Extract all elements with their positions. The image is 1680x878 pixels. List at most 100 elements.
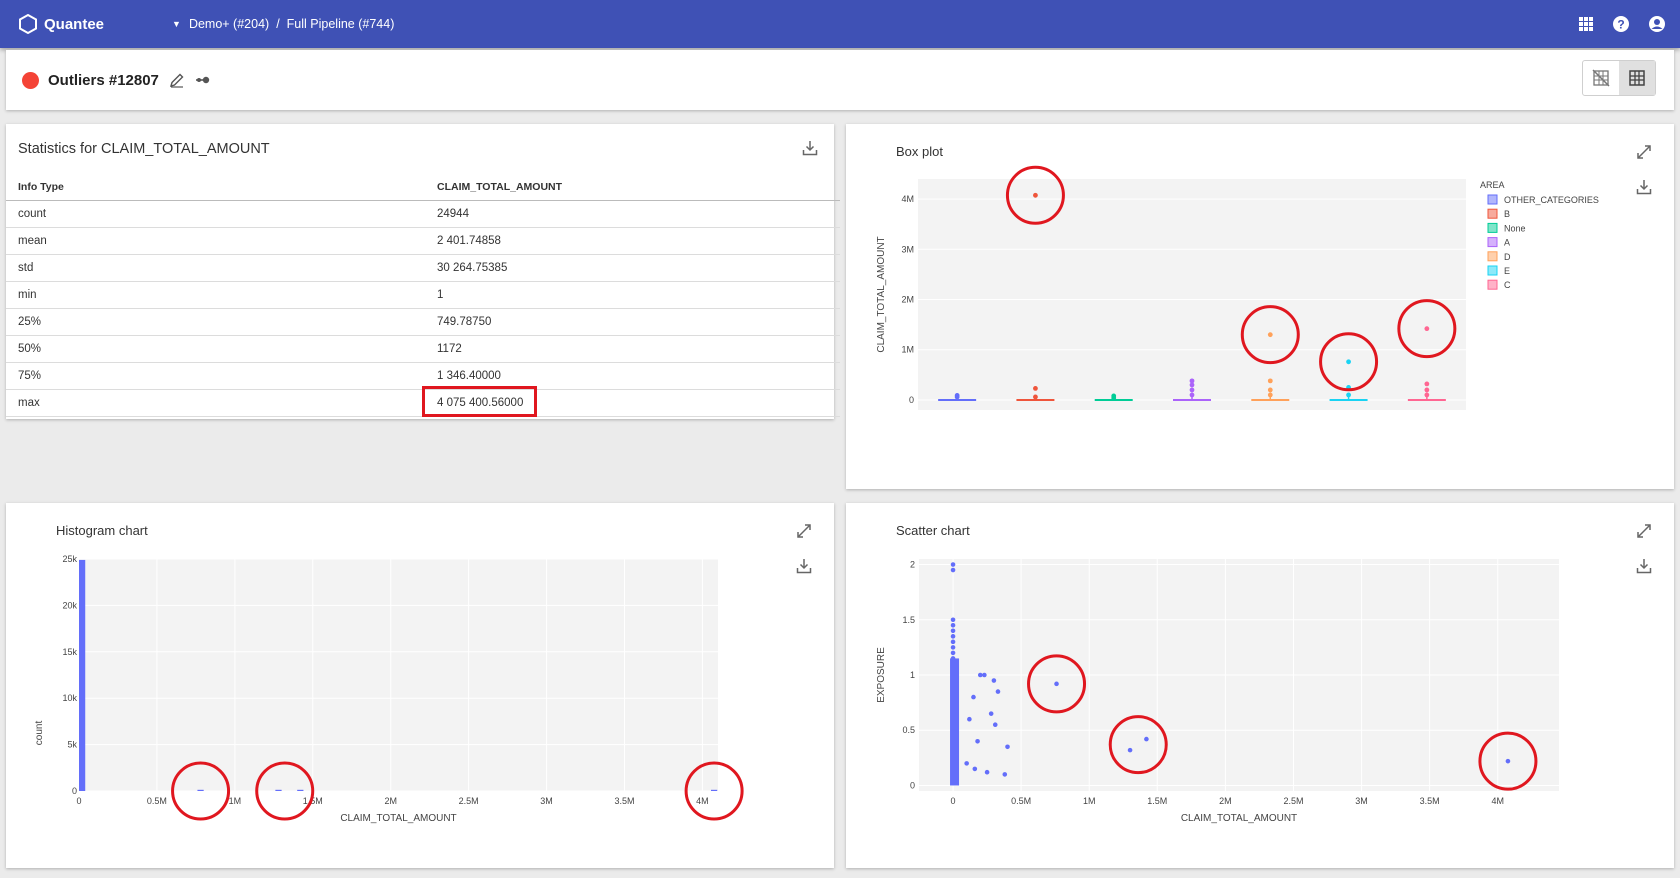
view-toggle: [1582, 60, 1656, 96]
breadcrumb-separator: /: [276, 17, 280, 31]
statistics-card: Statistics for CLAIM_TOTAL_AMOUNT Info T…: [6, 124, 840, 419]
outlier-point: [1346, 359, 1351, 365]
y-tick-label: 1: [910, 670, 915, 680]
scatter-point: [950, 634, 956, 639]
x-axis-label: CLAIM_TOTAL_AMOUNT: [1181, 813, 1297, 824]
box-plot-card: Box plot 0 1M 2M 3M 4M CLAIM_TOTAL_AMOUNT AREA O…: [846, 124, 1674, 489]
outlier-point: [1424, 387, 1430, 393]
outlier-point: [1346, 392, 1351, 398]
x-tick-label: 2M: [384, 796, 397, 806]
highlight-circle: [1397, 299, 1457, 359]
row-label: min: [6, 281, 425, 309]
chart-title: Box plot: [896, 144, 943, 159]
download-icon[interactable]: [1636, 179, 1652, 195]
scatter-point: [988, 711, 994, 716]
outlier-point: [1189, 382, 1195, 388]
highlight-box: [422, 385, 537, 417]
legend-swatch: [1487, 208, 1498, 219]
histogram-bar: [275, 789, 282, 791]
scatter-point: [992, 722, 998, 728]
chevron-down-icon[interactable]: ▼: [172, 19, 181, 29]
scatter-point: [995, 689, 1001, 694]
outlier-point: [1033, 192, 1038, 198]
y-axis-label: EXPOSURE: [876, 647, 887, 703]
x-tick-label: 1.5M: [303, 796, 323, 806]
status-indicator: [22, 71, 39, 89]
scatter-point: [1144, 736, 1149, 742]
scatter-point: [950, 562, 956, 567]
scatter-point: [964, 761, 969, 766]
chart-title: Histogram chart: [56, 523, 148, 538]
y-axis-label: count: [34, 721, 45, 746]
account-icon[interactable]: [1648, 15, 1666, 33]
x-tick-label: 3.5M: [1420, 796, 1440, 806]
grid-on-icon[interactable]: [1619, 61, 1655, 95]
breadcrumb-project[interactable]: Demo+ (#204): [188, 17, 270, 31]
y-tick-label: 0: [72, 786, 77, 796]
legend-item: B: [1504, 209, 1510, 219]
x-tick-label: 1.5M: [1147, 796, 1167, 806]
outlier-point: [1267, 392, 1273, 398]
x-tick-label: 3.5M: [614, 796, 634, 806]
x-tick-label: 2.5M: [1283, 796, 1303, 806]
row-label: max: [6, 389, 425, 417]
highlight-circle: [1005, 165, 1065, 225]
table-row: mean 2 401.74858: [6, 227, 840, 255]
histogram-bar: [297, 789, 304, 791]
connection-icon[interactable]: [195, 72, 211, 88]
y-tick-label: 20k: [62, 600, 77, 610]
box-plot-chart: Box plot 0 1M 2M 3M 4M CLAIM_TOTAL_AMOUNT AREA O…: [876, 144, 1599, 410]
histogram-bar: [710, 789, 718, 791]
table-row: min 1: [6, 281, 840, 309]
legend-item: D: [1504, 252, 1511, 262]
table-row: 75% 1 346.40000: [6, 362, 840, 390]
histogram-bar: [197, 789, 204, 791]
x-tick-label: 3M: [1355, 796, 1368, 806]
legend-title: AREA: [1480, 180, 1505, 190]
row-value: 1 346.40000: [425, 362, 840, 390]
help-icon[interactable]: ?: [1612, 15, 1630, 33]
outlier-point: [1111, 393, 1117, 399]
table-row: 50% 1172: [6, 335, 840, 363]
app-logo[interactable]: Quantee: [18, 14, 104, 34]
plot-area: [79, 559, 718, 791]
expand-icon[interactable]: [1636, 523, 1652, 539]
legend-item: None: [1504, 223, 1526, 233]
legend-swatch: [1487, 251, 1498, 262]
legend-swatch: [1487, 265, 1498, 276]
breadcrumb: ▼ Demo+ (#204) / Full Pipeline (#744): [172, 17, 394, 31]
outlier-point: [1424, 392, 1430, 398]
scatter-point: [972, 766, 978, 772]
chart-title: Scatter chart: [896, 523, 970, 538]
y-tick-label: 0.5: [902, 725, 915, 735]
download-icon[interactable]: [796, 558, 812, 574]
row-value: 2 401.74858: [425, 227, 840, 255]
row-label: 75%: [6, 362, 425, 390]
legend-item: A: [1504, 238, 1510, 248]
grid-off-icon[interactable]: [1583, 61, 1619, 95]
table-row: max 4 075 400.56000: [6, 385, 840, 417]
expand-icon[interactable]: [796, 523, 812, 539]
y-tick-label: 25k: [62, 554, 77, 564]
y-tick-label: 1M: [901, 345, 914, 355]
outlier-point: [1189, 378, 1195, 384]
download-icon[interactable]: [802, 140, 818, 156]
y-tick-label: 0: [909, 395, 914, 405]
y-axis-label: CLAIM_TOTAL_AMOUNT: [876, 236, 887, 352]
statistics-table: Info Type CLAIM_TOTAL_AMOUNT count 24944 …: [6, 174, 840, 417]
apps-grid-icon[interactable]: [1578, 16, 1594, 32]
y-tick-label: 15k: [62, 647, 77, 657]
outlier-point: [1424, 326, 1430, 332]
x-tick-label: 3M: [540, 796, 553, 806]
scatter-point: [1054, 681, 1059, 687]
row-label: 50%: [6, 335, 425, 363]
highlight-circle: [255, 761, 315, 821]
highlight-circle: [1108, 715, 1168, 775]
scatter-point: [1005, 744, 1010, 750]
plot-area: [918, 179, 1466, 410]
outlier-point: [1267, 387, 1273, 393]
breadcrumb-pipeline[interactable]: Full Pipeline (#744): [286, 17, 395, 31]
expand-icon[interactable]: [1636, 144, 1652, 160]
download-icon[interactable]: [1636, 558, 1652, 574]
edit-pencil-icon[interactable]: [169, 72, 185, 88]
